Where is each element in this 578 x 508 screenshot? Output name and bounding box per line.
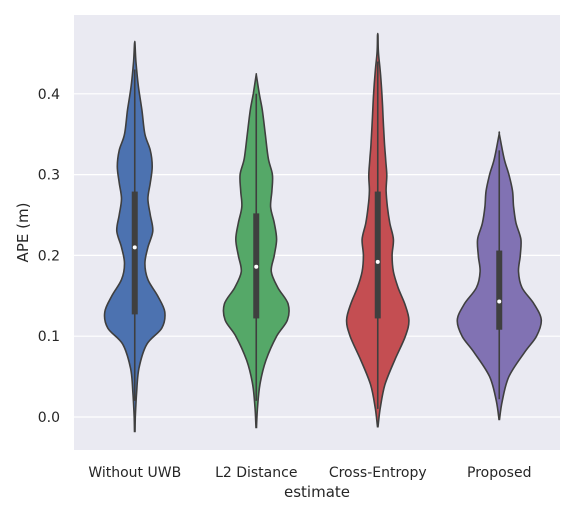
violin-median-dot — [497, 299, 501, 303]
x-tick-label: Proposed — [467, 465, 531, 481]
x-tick-label: L2 Distance — [215, 465, 297, 481]
y-tick-labels: 0.0 0.1 0.2 0.3 0.4 — [38, 87, 60, 426]
y-tick-label: 0.2 — [38, 248, 60, 264]
y-tick-label: 0.4 — [38, 87, 60, 103]
x-tick-label: Without UWB — [88, 465, 181, 481]
y-tick-label: 0.1 — [38, 329, 60, 345]
violin-iqr-box — [132, 192, 138, 315]
y-tick-label: 0.0 — [38, 410, 60, 426]
violin-median-dot — [254, 265, 258, 269]
x-axis-label: estimate — [284, 483, 350, 501]
y-axis-label: APE (m) — [14, 203, 32, 263]
violin-iqr-box — [375, 192, 381, 319]
x-tick-labels: Without UWB L2 Distance Cross-Entropy Propo… — [88, 465, 531, 481]
x-tick-label: Cross-Entropy — [329, 465, 427, 481]
violin-median-dot — [376, 260, 380, 264]
y-tick-label: 0.3 — [38, 168, 60, 184]
violin-median-dot — [133, 245, 137, 249]
violin-iqr-box — [496, 251, 502, 330]
